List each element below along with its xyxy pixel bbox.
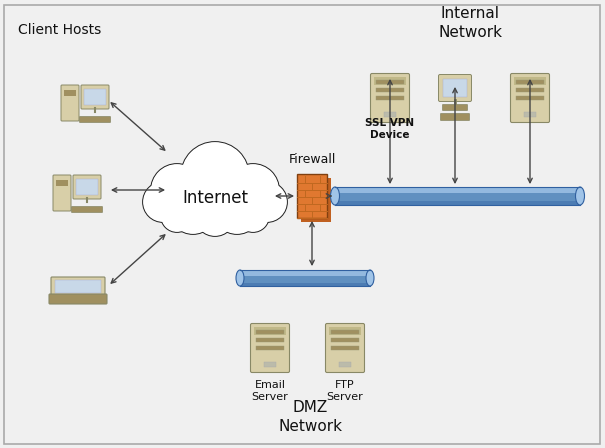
Bar [376, 96, 404, 100]
Bar [443, 79, 467, 97]
Bar [524, 112, 536, 117]
Bar [376, 88, 404, 92]
Circle shape [228, 165, 278, 215]
Ellipse shape [366, 270, 374, 286]
Text: Internet: Internet [182, 189, 248, 207]
Bar [64, 90, 76, 96]
Circle shape [214, 187, 260, 233]
FancyBboxPatch shape [370, 73, 410, 122]
FancyBboxPatch shape [53, 175, 71, 211]
Polygon shape [301, 178, 331, 222]
Circle shape [143, 182, 183, 222]
Bar [56, 180, 68, 186]
Bar [240, 270, 370, 286]
Ellipse shape [575, 187, 584, 205]
Circle shape [162, 201, 192, 231]
FancyBboxPatch shape [51, 277, 105, 297]
Bar [256, 346, 284, 350]
Bar [339, 362, 351, 367]
Circle shape [152, 165, 202, 215]
Text: SSL VPN
Device: SSL VPN Device [365, 118, 414, 140]
Text: FTP
Server: FTP Server [327, 380, 364, 401]
FancyBboxPatch shape [325, 323, 364, 372]
Bar [335, 202, 580, 205]
Bar [297, 174, 327, 218]
FancyBboxPatch shape [71, 207, 102, 212]
FancyBboxPatch shape [511, 73, 549, 122]
Bar [55, 280, 101, 293]
Circle shape [181, 142, 249, 210]
Bar [335, 187, 580, 205]
Circle shape [227, 164, 279, 216]
Bar [331, 338, 359, 342]
Circle shape [238, 201, 268, 231]
FancyBboxPatch shape [442, 104, 468, 111]
Bar [256, 338, 284, 342]
FancyBboxPatch shape [439, 74, 471, 102]
Circle shape [213, 186, 261, 234]
Bar [516, 96, 544, 100]
Bar [264, 362, 276, 367]
Ellipse shape [330, 187, 339, 205]
Circle shape [144, 183, 182, 221]
Bar [84, 89, 106, 105]
Circle shape [182, 143, 248, 209]
Bar [376, 80, 404, 84]
Bar [516, 88, 544, 92]
FancyBboxPatch shape [61, 85, 79, 121]
Circle shape [170, 187, 216, 233]
Bar [240, 270, 370, 276]
Circle shape [169, 186, 217, 234]
Text: Client Hosts: Client Hosts [18, 23, 101, 37]
Bar [374, 77, 406, 85]
FancyBboxPatch shape [73, 175, 101, 199]
Bar [384, 112, 396, 117]
FancyBboxPatch shape [79, 116, 111, 122]
FancyBboxPatch shape [440, 113, 469, 121]
FancyBboxPatch shape [81, 85, 109, 109]
Circle shape [196, 197, 234, 235]
Bar [331, 330, 359, 334]
Circle shape [247, 182, 287, 222]
Circle shape [248, 183, 286, 221]
Bar [516, 80, 544, 84]
Circle shape [195, 196, 235, 236]
Circle shape [151, 164, 203, 216]
Text: Email
Server: Email Server [252, 380, 289, 401]
Bar [240, 283, 370, 286]
Bar [514, 77, 546, 85]
Ellipse shape [236, 270, 244, 286]
FancyBboxPatch shape [250, 323, 290, 372]
Bar [256, 330, 284, 334]
Bar [254, 327, 286, 335]
Text: Firewall: Firewall [289, 153, 336, 166]
Bar [329, 327, 361, 335]
Bar [76, 179, 98, 195]
Circle shape [161, 200, 193, 232]
Bar [331, 346, 359, 350]
Text: Internal
Network: Internal Network [438, 6, 502, 39]
FancyBboxPatch shape [49, 294, 107, 304]
Text: DMZ
Network: DMZ Network [278, 400, 342, 434]
Circle shape [237, 200, 269, 232]
Bar [335, 187, 580, 193]
